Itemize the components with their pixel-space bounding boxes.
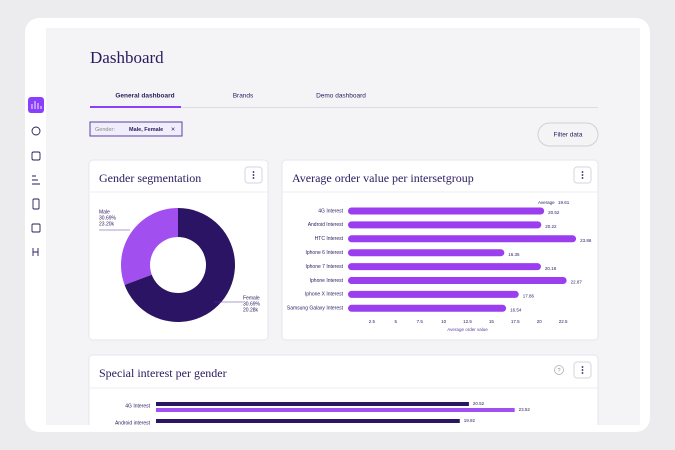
filter-button-label: Filter data <box>554 132 583 139</box>
category-label: Iphone X Interest <box>305 292 344 298</box>
value-label: 16.54 <box>510 307 522 312</box>
value-label: 23.86 <box>580 238 592 243</box>
value-label: 20.18 <box>545 266 557 271</box>
value-label: 20.22 <box>545 224 557 229</box>
segment-count: 23.20k <box>99 221 115 227</box>
bar <box>348 290 519 298</box>
donut-segment <box>121 208 178 285</box>
tab[interactable]: Brands <box>233 93 254 100</box>
category-label: HTC Interest <box>315 236 344 242</box>
tabs: General dashboard Brands Demo dashboard <box>90 93 366 108</box>
bar <box>348 263 541 271</box>
x-tick-label: 12.5 <box>463 319 472 324</box>
category-label: Samsung Galaxy Interest <box>287 306 344 312</box>
bar <box>348 249 505 257</box>
value-label: 22.87 <box>571 280 583 285</box>
bar <box>348 304 507 312</box>
x-tick-label: 15 <box>489 319 495 324</box>
segment-count: 20.28k <box>243 307 259 313</box>
help-mark: ? <box>557 368 560 374</box>
segment-percent: 30.69% <box>99 215 117 221</box>
bar <box>348 207 545 215</box>
bar <box>156 408 515 412</box>
value-label: 19.92 <box>464 418 476 423</box>
x-tick-label: 10 <box>441 319 447 324</box>
category-label: Android Interest <box>308 222 344 228</box>
bar <box>348 277 567 284</box>
bar <box>156 402 469 406</box>
x-tick-label: 2.5 <box>369 319 376 324</box>
nav-flows[interactable] <box>32 248 39 256</box>
nav-products[interactable] <box>31 151 41 161</box>
tab[interactable]: Demo dashboard <box>316 93 366 100</box>
nav-audience[interactable] <box>31 126 41 136</box>
tab-underline <box>90 106 181 108</box>
filter-remove[interactable]: × <box>171 126 175 133</box>
value-label: 23.52 <box>519 407 531 412</box>
value-label: 20.52 <box>473 401 485 406</box>
page-title: Dashboard <box>90 48 164 67</box>
filter-value: Male, Female <box>129 127 163 133</box>
category-label: 4G Interest <box>318 208 343 214</box>
x-tick-label: 17.5 <box>511 319 520 324</box>
segment-percent: 30.69% <box>243 301 261 307</box>
category-label: 4G Interest <box>125 403 150 409</box>
bar <box>348 221 542 229</box>
bar <box>156 419 460 423</box>
value-label: 17.86 <box>523 294 535 299</box>
category-label: Iphone 6 Interest <box>305 250 343 256</box>
category-label: Iphone 7 Interest <box>305 264 343 270</box>
bar <box>348 235 577 243</box>
segment-name: Female <box>243 295 260 301</box>
category-label: Iphone Interest <box>310 278 344 284</box>
card-title: Average order value per intersetgroup <box>292 171 474 185</box>
x-tick-label: 22.5 <box>559 319 568 324</box>
nav-tasks[interactable] <box>31 223 41 233</box>
card-title: Special interest per gender <box>99 366 227 380</box>
category-label: Android interest <box>115 420 151 426</box>
tab[interactable]: General dashboard <box>115 93 174 100</box>
x-tick-label: 20 <box>537 319 543 324</box>
plots: Male30.69%23.20kFemale30.69%20.28kAverag… <box>99 200 592 426</box>
card-title: Gender segmentation <box>99 171 201 185</box>
segment-name: Male <box>99 209 110 215</box>
kebab-dots <box>252 171 584 374</box>
value-label: 16.35 <box>508 252 520 257</box>
legend-value: 19.61 <box>558 200 570 205</box>
nav-documents[interactable] <box>32 198 40 210</box>
main: Dashboard General dashboard Brands Demo da… <box>88 48 599 426</box>
filter-button[interactable] <box>537 122 599 147</box>
value-label: 20.52 <box>548 210 560 215</box>
help-icon[interactable] <box>554 365 564 375</box>
donut-segment <box>124 208 236 323</box>
interest-card <box>88 354 599 425</box>
nav-icon <box>31 101 42 109</box>
x-axis-label: Average order value <box>447 327 488 332</box>
legend-label: Average <box>538 200 555 205</box>
nav-reports[interactable] <box>32 175 40 185</box>
x-tick-label: 5 <box>395 319 398 324</box>
filter-chip[interactable] <box>89 121 183 137</box>
nav-dashboard[interactable] <box>28 97 44 113</box>
filter-label: Gender: <box>95 127 115 133</box>
x-tick-label: 7.5 <box>417 319 424 324</box>
sidebar <box>28 97 44 256</box>
